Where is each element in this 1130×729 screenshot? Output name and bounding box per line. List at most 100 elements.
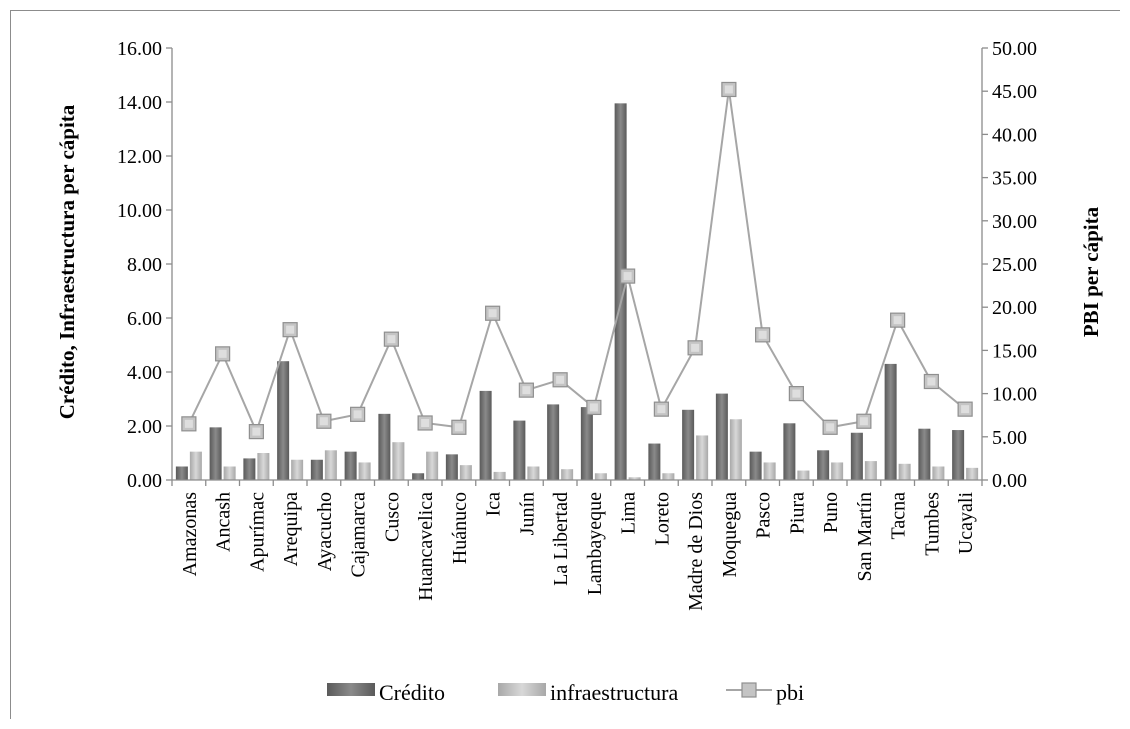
bar-infraestructura-apurimac (257, 453, 270, 480)
pbi-marker-inner-ica (488, 309, 497, 318)
pbi-marker-inner-lima (623, 272, 632, 281)
bar-credito-pasco (749, 451, 762, 480)
legend: Crédito infraestructura pbi (327, 680, 804, 705)
bar-infraestructura-tumbes (932, 466, 945, 480)
y-tick-label: 10.00 (117, 200, 162, 222)
x-tick-label-lima: Lima (618, 492, 640, 534)
pbi-marker-inner-huanuco (454, 423, 463, 432)
x-tick-label-loreto: Loreto (651, 492, 673, 545)
y-tick-label: 2.00 (127, 416, 162, 438)
bar-credito-san-martin (850, 432, 863, 480)
y-tick-label: 0.00 (127, 470, 162, 492)
legend-swatch-infraestructura (498, 683, 546, 696)
x-tick-label-moquegua: Moquegua (719, 492, 741, 578)
x-tick-label-piura: Piura (786, 492, 808, 534)
bar-credito-cajamarca (344, 451, 357, 480)
x-tick-label-puno: Puno (820, 492, 842, 533)
pbi-marker-inner-moquegua (724, 85, 733, 94)
bar-credito-tumbes (918, 428, 931, 480)
pbi-marker-inner-cajamarca (353, 410, 362, 419)
x-tick-label-apurimac: Apurímac (246, 492, 268, 572)
bar-infraestructura-piura (797, 470, 810, 480)
bar-credito-amazonas (175, 466, 188, 480)
x-tick-label-tumbes: Tumbes (921, 492, 943, 556)
bar-credito-ayacucho (310, 459, 323, 480)
bar-infraestructura-ucayali (966, 467, 979, 480)
bar-credito-huancavelica (412, 473, 425, 480)
x-tick-label-lambayeque: Lambayeque (584, 492, 606, 595)
pbi-marker-inner-huancavelica (421, 418, 430, 427)
y2-tick-label: 20.00 (992, 297, 1037, 319)
x-tick-label-ancash: Ancash (213, 492, 235, 552)
y-tick-label: 8.00 (127, 254, 162, 276)
pbi-marker-inner-puno (826, 423, 835, 432)
bar-infraestructura-lambayeque (594, 473, 607, 480)
bar-infraestructura-junin (527, 466, 540, 480)
axes-layer: 0.00 2.00 4.00 6.00 8.00 10.00 12.00 14.00 16.00… (117, 38, 1037, 492)
pbi-marker-inner-loreto (657, 405, 666, 414)
bar-credito-puno (817, 450, 830, 480)
pbi-marker-inner-tacna (893, 316, 902, 325)
x-tick-label-junin: Junín (516, 492, 538, 535)
pbi-series-line (187, 89, 966, 435)
bar-infraestructura-huancavelica (426, 451, 439, 480)
bar-credito-ica (479, 390, 492, 480)
bar-credito-ucayali (952, 430, 965, 480)
pbi-line-layer (181, 81, 973, 440)
bar-infraestructura-cusco (392, 442, 405, 480)
x-tick-label-huancavelica: Huancavelica (415, 492, 437, 601)
x-tick-label-huanuco: Huánuco (449, 492, 471, 564)
pbi-marker-inner-amazonas (184, 419, 193, 428)
x-tick-labels: Amazonas Ancash Apurímac Arequipa Ayacucho Ca… (179, 492, 977, 611)
pbi-marker-inner-cusco (387, 335, 396, 344)
bar-credito-huanuco (445, 454, 458, 480)
y-tick-label: 4.00 (127, 362, 162, 384)
pbi-marker-inner-pasco (758, 330, 767, 339)
legend-marker-pbi (741, 682, 757, 698)
y2-tick-label: 25.00 (992, 254, 1037, 276)
legend-label-infraestructura: infraestructura (550, 680, 678, 705)
bar-infraestructura-ayacucho (324, 450, 337, 480)
pbi-marker-inner-madre-de-dios (691, 343, 700, 352)
y2-tick-label: 15.00 (992, 340, 1037, 362)
bar-infraestructura-amazonas (189, 451, 202, 480)
bar-credito-piura (783, 423, 796, 480)
x-tick-label-san-martin: San Martín (854, 492, 876, 581)
y-axis-title: Crédito, Infraestructura per cápita (55, 104, 79, 419)
y2-tick-label: 30.00 (992, 211, 1037, 233)
pbi-marker-inner-la-libertad (556, 375, 565, 384)
bar-credito-cusco (378, 413, 391, 480)
legend-label-credito: Crédito (379, 680, 445, 705)
x-tick-label-amazonas: Amazonas (179, 492, 201, 577)
bar-credito-junin (513, 420, 526, 480)
bar-credito-arequipa (277, 361, 290, 480)
y2-tick-label: 45.00 (992, 81, 1037, 103)
chart-frame (10, 10, 1120, 719)
y2-tick-label: 0.00 (992, 470, 1027, 492)
bar-credito-la-libertad (547, 404, 560, 480)
y2-tick-label: 40.00 (992, 124, 1037, 146)
x-tick-label-ucayali: Ucayali (955, 492, 977, 555)
x-tick-label-ica: Ica (483, 492, 505, 517)
bar-infraestructura-arequipa (291, 459, 304, 480)
bar-infraestructura-huanuco (459, 465, 472, 480)
bar-infraestructura-loreto (662, 473, 675, 480)
x-tick-label-madre-de-dios: Madre de Dios (685, 492, 707, 611)
bar-infraestructura-madre-de-dios (696, 435, 709, 480)
bar-infraestructura-ancash (223, 466, 236, 480)
x-tick-label-cajamarca: Cajamarca (348, 492, 370, 578)
bar-infraestructura-moquegua (729, 419, 742, 480)
pbi-marker-inner-arequipa (286, 325, 295, 334)
bar-credito-moquegua (715, 393, 728, 480)
legend-swatch-credito (327, 683, 375, 696)
bar-credito-loreto (648, 443, 661, 480)
x-tick-label-la-libertad: La Libertad (550, 492, 572, 586)
y2-tick-label: 50.00 (992, 38, 1037, 60)
y2-tick-label: 10.00 (992, 384, 1037, 406)
pbi-marker-inner-apurimac (252, 427, 261, 436)
bar-infraestructura-puno (831, 462, 844, 480)
bar-credito-ancash (209, 427, 222, 480)
pbi-marker-inner-lambayeque (589, 403, 598, 412)
pbi-marker-inner-ucayali (961, 405, 970, 414)
legend-label-pbi: pbi (776, 680, 804, 705)
